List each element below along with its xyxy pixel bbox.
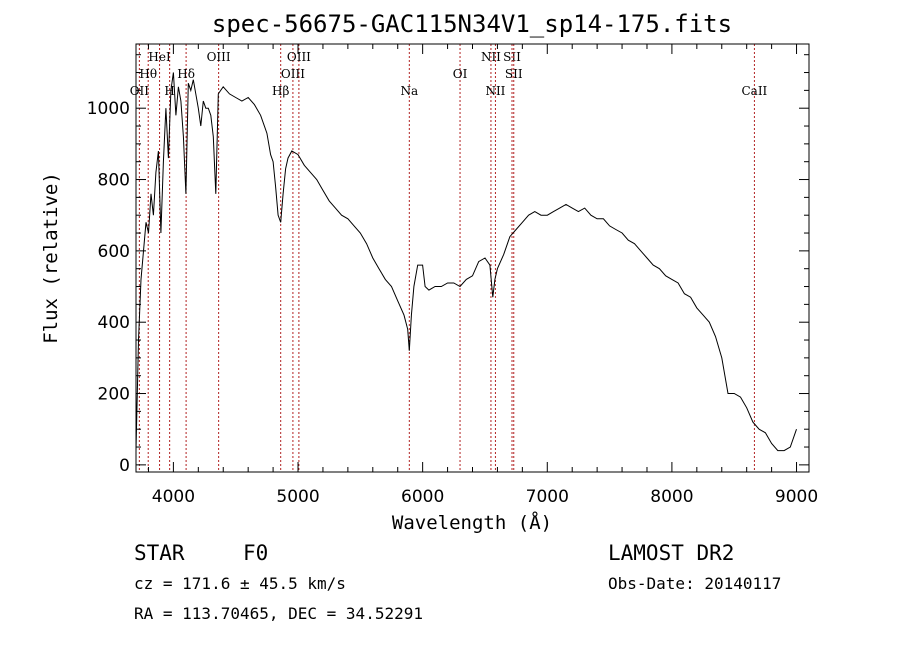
y-tick-label: 400 [98, 313, 130, 333]
line-label: CaII [741, 84, 767, 98]
x-tick-label: 6000 [401, 487, 444, 507]
y-tick-label: 600 [98, 242, 130, 262]
y-axis-label: Flux (relative) [40, 172, 62, 344]
line-label: OIII [287, 50, 311, 64]
ra-dec: RA = 113.70465, DEC = 34.52291 [134, 604, 423, 623]
line-label: H [164, 84, 174, 98]
line-label: OII [130, 84, 150, 98]
line-label: SII [505, 67, 523, 81]
line-label: Na [400, 84, 418, 98]
line-label: SII [503, 50, 521, 64]
survey-name: LAMOST DR2 [608, 541, 734, 565]
y-tick-label: 0 [119, 456, 130, 476]
line-label: OI [453, 67, 468, 81]
line-label: NII [481, 50, 501, 64]
x-tick-label: 9000 [775, 487, 818, 507]
observation-date: Obs-Date: 20140117 [608, 574, 781, 593]
line-label: Hθ [139, 67, 157, 81]
plot-frame [135, 43, 810, 473]
x-tick-label: 5000 [276, 487, 319, 507]
spectrum-line [135, 72, 797, 452]
line-label: OIII [281, 67, 305, 81]
object-subclass: F0 [243, 541, 268, 565]
redshift-cz: cz = 171.6 ± 45.5 km/s [134, 574, 346, 593]
plot-area: OIIHθHeIHHδOIIIHβOIIIOIIINaOINIINIISIISI… [87, 44, 818, 507]
x-tick-label: 7000 [526, 487, 569, 507]
line-label: Hδ [177, 67, 195, 81]
y-tick-label: 800 [98, 171, 130, 191]
y-tick-label: 200 [98, 385, 130, 405]
x-axis-label: Wavelength (Å) [392, 511, 552, 534]
chart-title: spec-56675-GAC115N34V1_sp14-175.fits [212, 10, 732, 38]
line-label: Hβ [272, 84, 289, 98]
x-tick-label: 8000 [650, 487, 693, 507]
object-class: STAR [134, 541, 185, 565]
line-label: HeI [148, 50, 171, 64]
line-label: NII [485, 84, 505, 98]
y-tick-label: 1000 [87, 99, 130, 119]
x-tick-label: 4000 [152, 487, 195, 507]
line-label: OIII [207, 50, 231, 64]
